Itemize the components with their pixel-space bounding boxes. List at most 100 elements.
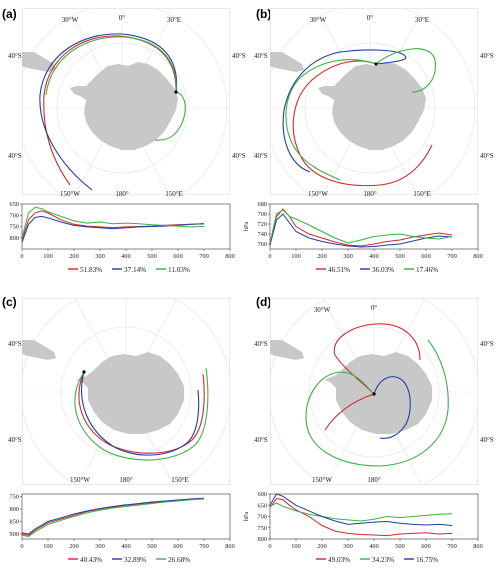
y-tick-label: 750 xyxy=(258,525,267,532)
lat-label: 40°S xyxy=(480,152,494,160)
x-tick-label: 400 xyxy=(121,253,130,260)
x-tick-label: 500 xyxy=(395,253,404,260)
plot-frame xyxy=(21,493,231,540)
x-tick-label: 400 xyxy=(369,253,378,260)
trajectory-blue xyxy=(282,49,407,173)
lat-label: 40°S xyxy=(8,436,22,444)
series-line xyxy=(269,493,453,526)
series-line xyxy=(21,498,205,538)
x-tick-label: 800 xyxy=(225,253,234,260)
x-tick-label: 100 xyxy=(43,543,52,550)
y-tick-label: 700 xyxy=(10,212,19,219)
lon-label: 150°W xyxy=(308,190,328,198)
y-tick-label: 700 xyxy=(258,514,267,521)
lat-label: 40°S xyxy=(480,436,494,444)
lon-label: 180° xyxy=(119,476,133,484)
x-tick-label: 100 xyxy=(291,253,300,260)
y-tick-label: 850 xyxy=(10,519,19,526)
antarctica-landmass xyxy=(70,62,178,150)
panel-b-letter: (b) xyxy=(256,7,271,21)
pressure-chart-c: 0 100 200 300 400 500 600 700 800 750 800 850 900 hPa xyxy=(0,494,235,551)
legend-c: 40.43% 32.89% 26.68% xyxy=(68,556,190,564)
x-tick-label: 100 xyxy=(291,543,300,550)
legend-label: 11.03% xyxy=(168,266,190,274)
panel-d-letter: (d) xyxy=(256,295,271,309)
x-tick-label: 800 xyxy=(225,543,234,550)
start-point xyxy=(372,392,376,396)
plot-frame xyxy=(269,203,479,250)
legend-label: 40.43% xyxy=(80,556,102,564)
legend-a: 51.83% 37.14% 11.03% xyxy=(68,266,190,274)
x-tick-label: 700 xyxy=(199,543,208,550)
trajectory-green xyxy=(45,36,186,141)
panel-b-map xyxy=(270,8,478,195)
panel-c-letter: (c) xyxy=(2,295,17,309)
lon-label: 150°W xyxy=(312,476,332,484)
series-line xyxy=(21,206,205,238)
legend-b: 46.51% 36.03% 17.46% xyxy=(316,266,438,274)
x-tick-label: 500 xyxy=(147,253,156,260)
x-tick-label: 600 xyxy=(421,543,430,550)
legend-label: 34.23% xyxy=(372,556,394,564)
series-line xyxy=(269,497,453,537)
legend-label: 17.46% xyxy=(416,266,438,274)
lat-label: 40°S xyxy=(232,52,246,60)
x-tick-label: 800 xyxy=(473,543,482,550)
y-tick-label: 740 xyxy=(258,231,267,238)
legend-d: 49.03% 34.23% 16.75% xyxy=(316,556,438,564)
series-line xyxy=(269,209,453,244)
lon-label: 150°E xyxy=(165,190,183,198)
trajectory-blue xyxy=(373,376,411,439)
lon-label: 30°E xyxy=(167,16,181,24)
panel-c: (c) 150°W 180° 150°E 40°S 40°S xyxy=(2,295,230,485)
y-tick-label: 700 xyxy=(258,211,267,218)
x-tick-label: 0 xyxy=(268,543,271,550)
y-tick-label: 800 xyxy=(10,506,19,513)
start-point xyxy=(174,90,178,94)
x-tick-label: 100 xyxy=(43,253,52,260)
lat-label: 40°S xyxy=(254,436,268,444)
series-line xyxy=(269,502,453,522)
trajectory-green xyxy=(305,339,449,467)
x-tick-label: 500 xyxy=(395,543,404,550)
legend-label: 51.83% xyxy=(80,266,102,274)
y-tick-label: 760 xyxy=(258,241,267,248)
trajectory-red xyxy=(78,371,205,454)
lat-label: 40°S xyxy=(254,52,268,60)
panel-a-letter: (a) xyxy=(2,7,17,21)
legend-label: 26.68% xyxy=(168,556,190,564)
panel-a: (a) 30°W 0° 30°E 150°W 180° 150°E 40°S xyxy=(2,7,246,198)
x-tick-label: 600 xyxy=(421,253,430,260)
legend-label: 32.89% xyxy=(124,556,146,564)
panel-b: (b) 30°W 0° 30°E 150°W 180° 150°E 40°S xyxy=(254,7,494,198)
x-tick-label: 800 xyxy=(473,253,482,260)
lat-label: 40°S xyxy=(8,52,22,60)
x-tick-label: 700 xyxy=(447,253,456,260)
south-america-landmass xyxy=(270,52,304,72)
y-tick-label: 720 xyxy=(258,221,267,228)
lat-label: 40°S xyxy=(254,340,268,348)
x-tick-label: 0 xyxy=(20,543,23,550)
lon-label: 180° xyxy=(367,476,381,484)
lon-label: 30°E xyxy=(415,16,429,24)
legend-label: 46.51% xyxy=(328,266,350,274)
series-line xyxy=(269,213,453,248)
y-tick-label: 900 xyxy=(10,531,19,538)
x-tick-label: 0 xyxy=(268,253,271,260)
lon-label: 150°E xyxy=(171,476,189,484)
lon-label: 150°W xyxy=(70,476,90,484)
start-point xyxy=(374,62,378,66)
y-tick-label: 800 xyxy=(10,235,19,242)
x-tick-label: 200 xyxy=(317,543,326,550)
trajectory-blue xyxy=(39,33,178,191)
x-tick-label: 0 xyxy=(20,253,23,260)
y-tick-label: 800 xyxy=(258,536,267,543)
pressure-chart-b: 0 100 200 300 400 500 600 700 800 680 700 720 740 760… xyxy=(243,201,483,260)
x-tick-label: 400 xyxy=(121,543,130,550)
y-axis-label: hPa xyxy=(0,512,2,522)
lat-label: 40°S xyxy=(254,152,268,160)
panel-c-map xyxy=(22,298,230,485)
x-tick-label: 500 xyxy=(147,543,156,550)
x-tick-label: 700 xyxy=(447,543,456,550)
